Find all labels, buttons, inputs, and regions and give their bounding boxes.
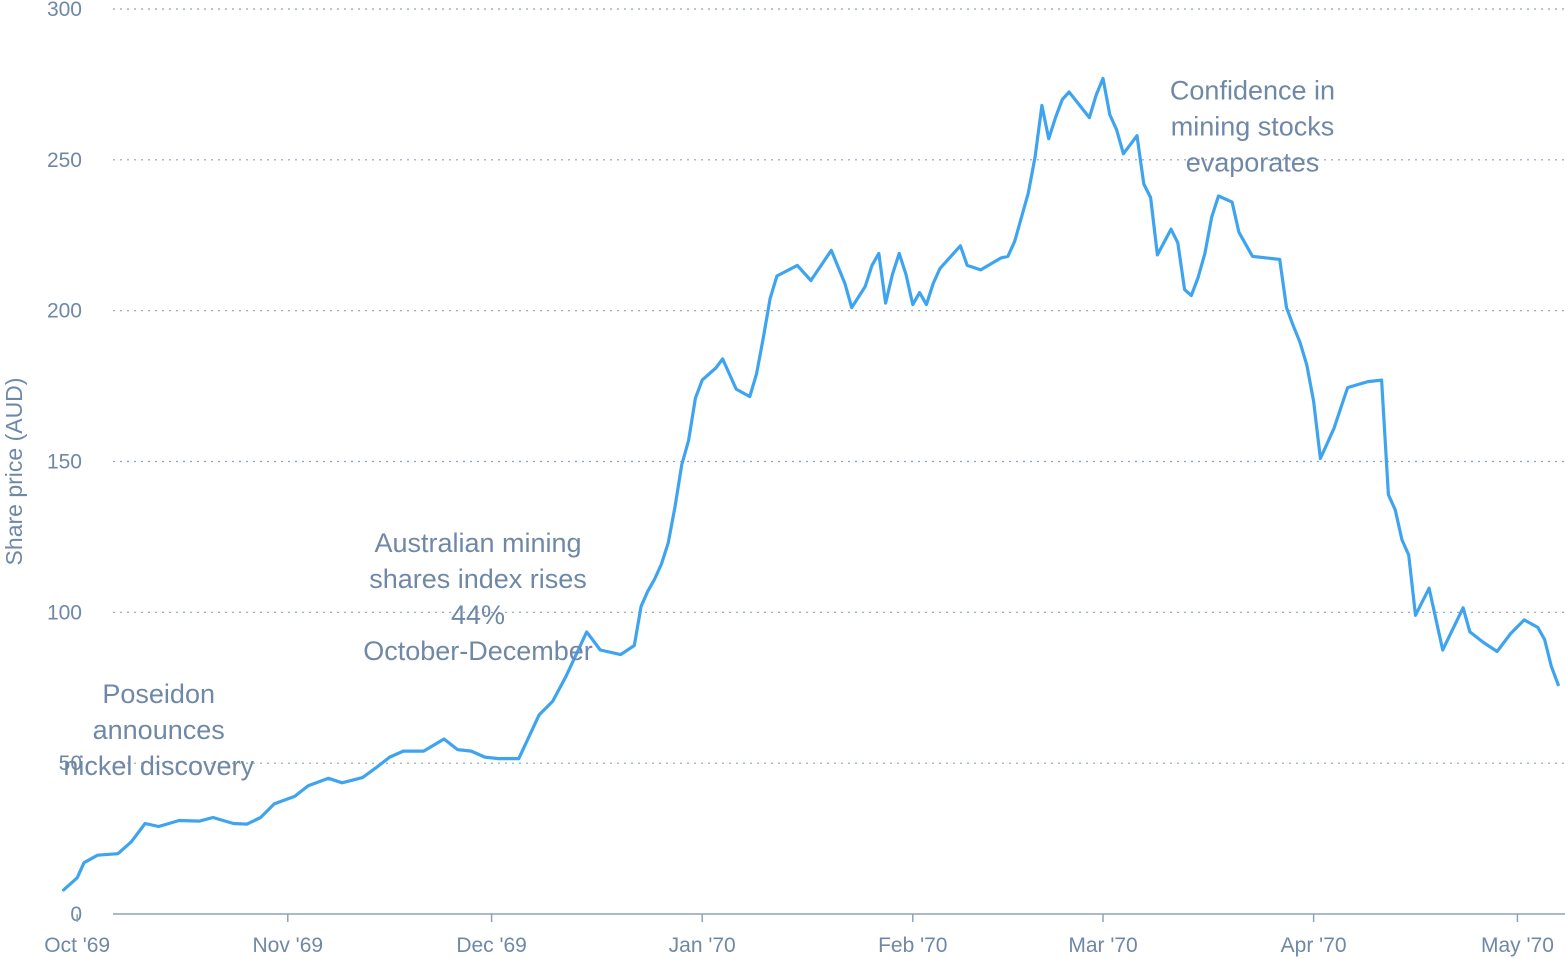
x-tick-label: May '70 [1481, 934, 1554, 957]
series-layer [62, 76, 1560, 892]
annotation-line: Australian mining [374, 528, 581, 558]
x-tick-label: Oct '69 [44, 934, 110, 957]
y-tick-label: 250 [47, 149, 82, 172]
x-tick-label: Apr '70 [1281, 934, 1347, 957]
y-axis-label: Share price (AUD) [1, 378, 27, 566]
annotations: Poseidon announces nickel discovery Austral… [63, 76, 1335, 781]
y-tick-label: 300 [47, 0, 82, 21]
x-tick-label: Feb '70 [878, 934, 947, 957]
x-tick-label: Mar '70 [1068, 934, 1137, 957]
series-line [62, 76, 1560, 892]
y-axis-ticks: 0 50 100 150 200 250 300 [47, 0, 82, 926]
annotation-line: Poseidon [102, 679, 215, 709]
annotation-line: October-December [363, 636, 593, 666]
x-axis: Oct '69 Nov '69 Dec '69 Jan '70 Feb '70 Mar '… [44, 913, 1565, 957]
annotation-line: mining stocks [1171, 112, 1335, 142]
x-tick-label: Dec '69 [456, 934, 527, 957]
y-tick-label: 200 [47, 300, 82, 323]
annotation-line: shares index rises [369, 564, 587, 594]
y-tick-label: 50 [59, 752, 82, 775]
y-tick-label: 0 [70, 903, 82, 926]
y-tick-label: 150 [47, 451, 82, 474]
annotation-line: evaporates [1186, 148, 1320, 178]
annotation-line: nickel discovery [63, 751, 254, 781]
annotation: Australian mining shares index rises 44% Oc… [363, 528, 593, 666]
x-tick-label: Jan '70 [669, 934, 736, 957]
x-tick-label: Nov '69 [253, 934, 324, 957]
y-tick-label: 100 [47, 601, 82, 624]
annotation-line: announces [93, 715, 225, 745]
annotation-line: 44% [451, 600, 505, 630]
annotation: Confidence in mining stocks evaporates [1170, 76, 1335, 178]
annotation: Poseidon announces nickel discovery [63, 679, 254, 781]
annotation-line: Confidence in [1170, 76, 1335, 106]
